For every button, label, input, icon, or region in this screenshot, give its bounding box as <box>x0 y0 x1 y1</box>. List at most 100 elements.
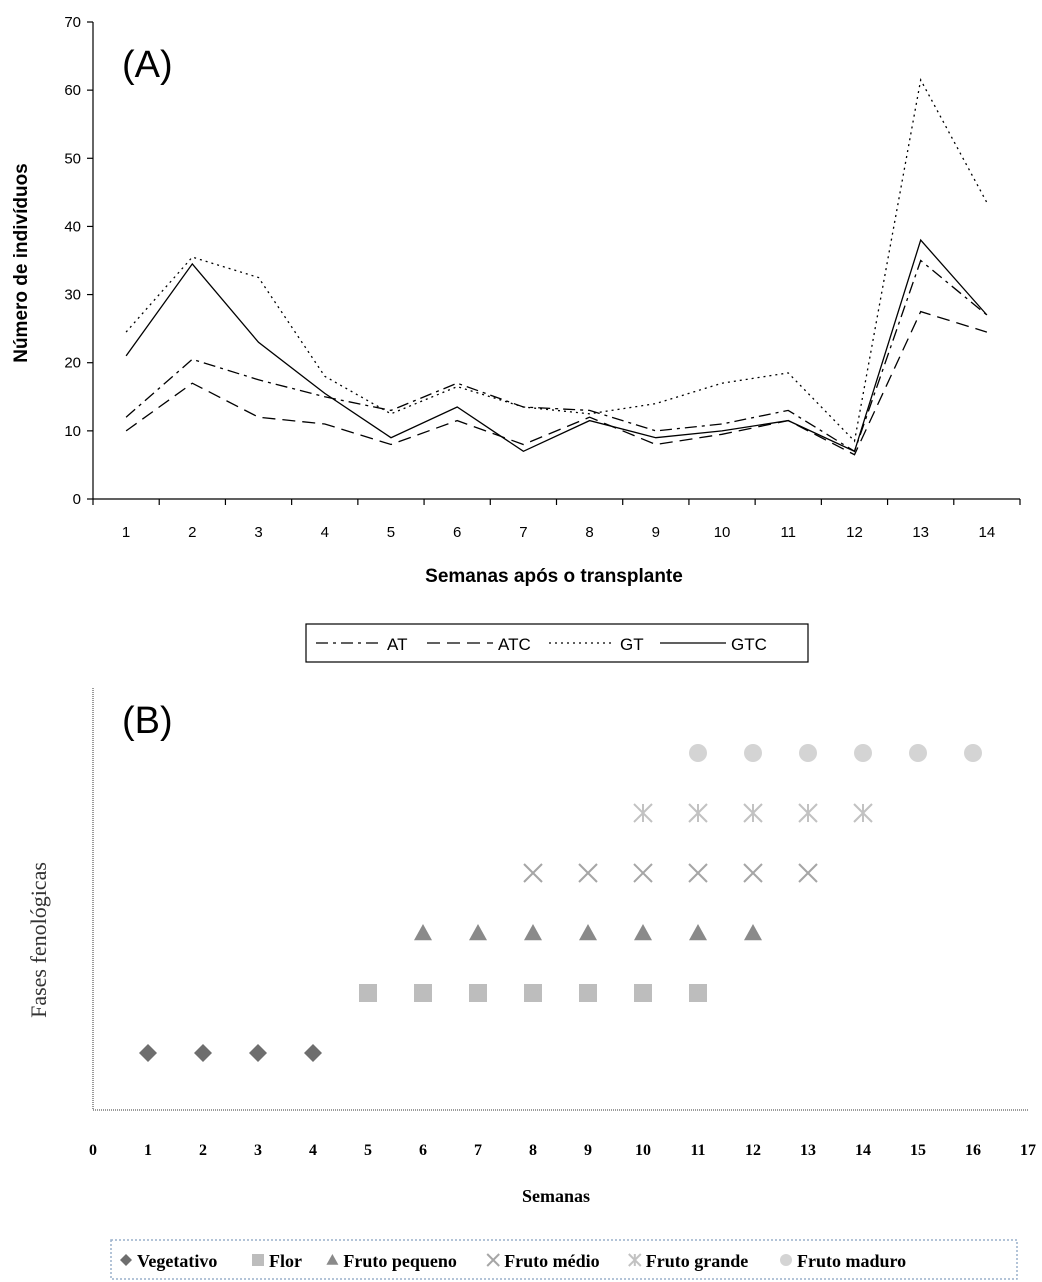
x-tick-label: 12 <box>745 1142 761 1159</box>
x-tick-label: 12 <box>846 524 863 541</box>
legend-label-at: AT <box>387 635 407 654</box>
x-tick-label: 6 <box>419 1142 427 1159</box>
marker-x-stroke <box>688 863 708 883</box>
marker-square <box>414 984 432 1002</box>
x-tick-label: 1 <box>144 1142 152 1159</box>
x-tick-label: 0 <box>89 1142 97 1159</box>
marker-x-stroke <box>633 863 653 883</box>
marker-circle <box>744 744 762 762</box>
legend-label-5: Fruto maduro <box>797 1251 906 1271</box>
x-tick-label: 8 <box>585 524 593 541</box>
x-tick-label: 5 <box>364 1142 372 1159</box>
y-tick-label: 20 <box>64 355 81 372</box>
chart-b-x-axis-label: Semanas <box>522 1186 590 1206</box>
y-tick-label: 0 <box>73 491 81 508</box>
marker-x <box>486 1253 500 1267</box>
marker-star <box>628 1253 642 1267</box>
y-tick-label: 50 <box>64 150 81 167</box>
x-tick-label: 2 <box>188 524 196 541</box>
x-tick-label: 13 <box>912 524 929 541</box>
marker-circle <box>964 744 982 762</box>
legend-label-2: Fruto pequeno <box>343 1251 457 1271</box>
marker-diamond <box>249 1044 267 1062</box>
marker-x-stroke <box>486 1253 500 1267</box>
marker-square <box>469 984 487 1002</box>
marker-square <box>689 984 707 1002</box>
marker-star <box>688 803 708 823</box>
marker-star <box>853 803 873 823</box>
legend-label-1: Flor <box>269 1251 302 1271</box>
series-line-atc <box>125 310 988 456</box>
x-tick-label: 4 <box>309 1142 317 1159</box>
marker-star <box>798 803 818 823</box>
y-tick-label: 40 <box>64 218 81 235</box>
marker-x <box>523 863 543 883</box>
marker-x <box>578 863 598 883</box>
marker-star <box>633 803 653 823</box>
series-line-gt <box>125 77 988 443</box>
marker-triangle <box>524 924 542 941</box>
chart-a-x-axis-label: Semanas após o transplante <box>425 566 683 587</box>
marker-triangle <box>634 924 652 941</box>
y-tick-label: 60 <box>64 82 81 99</box>
marker-star <box>743 803 763 823</box>
marker-circle <box>780 1254 792 1266</box>
marker-triangle <box>689 924 707 941</box>
marker-diamond <box>120 1254 132 1266</box>
y-tick-label: 10 <box>64 423 81 440</box>
legend-label-gt: GT <box>620 635 644 654</box>
x-tick-label: 7 <box>519 524 527 541</box>
chart-b-series <box>139 744 982 1062</box>
chart-a-panel-label: (A) <box>122 44 173 86</box>
x-tick-label: 3 <box>254 524 262 541</box>
x-tick-label: 13 <box>800 1142 816 1159</box>
x-tick-label: 9 <box>584 1142 592 1159</box>
marker-x-stroke <box>743 863 763 883</box>
legend-label-4: Fruto grande <box>646 1251 749 1271</box>
x-tick-label: 9 <box>652 524 660 541</box>
chart-b-x-ticks: 0 1 2 3 4 5 6 7 8 9 10 11 12 13 14 15 16 17 <box>89 1142 1036 1159</box>
chart-b-y-axis-label: Fases fenológicas <box>26 862 51 1018</box>
marker-circle <box>799 744 817 762</box>
x-tick-label: 10 <box>714 524 731 541</box>
legend-label-3: Fruto médio <box>504 1251 599 1271</box>
chart-a: (A) Número de indivíduos Semanas após o … <box>11 14 1021 663</box>
x-tick-label: 5 <box>387 524 395 541</box>
marker-triangle <box>414 924 432 941</box>
legend-label-atc: ATC <box>498 635 531 654</box>
x-tick-label: 16 <box>965 1142 981 1159</box>
marker-x <box>743 863 763 883</box>
marker-x <box>798 863 818 883</box>
chart-b-legend: Vegetativo Flor Fruto pequeno Fruto médio Fr… <box>110 1239 1018 1280</box>
chart-a-series <box>125 77 988 456</box>
marker-circle <box>854 744 872 762</box>
x-tick-label: 15 <box>910 1142 926 1159</box>
marker-circle <box>689 744 707 762</box>
x-tick-label: 10 <box>635 1142 651 1159</box>
chart-a-legend: AT ATC GT GTC <box>305 623 809 663</box>
marker-triangle <box>326 1254 339 1265</box>
marker-triangle <box>744 924 762 941</box>
marker-square <box>579 984 597 1002</box>
marker-diamond <box>194 1044 212 1062</box>
series-line-gtc <box>125 238 988 453</box>
chart-a-y-ticks: 0 10 20 30 40 50 60 70 <box>64 14 93 508</box>
chart-b-panel-label: (B) <box>122 700 173 742</box>
x-tick-label: 14 <box>855 1142 871 1159</box>
x-tick-label: 6 <box>453 524 461 541</box>
marker-square <box>252 1254 264 1266</box>
x-tick-label: 7 <box>474 1142 482 1159</box>
chart-a-x-ticks: 1 2 3 4 5 6 7 8 9 10 11 12 13 14 <box>92 499 1021 541</box>
y-tick-label: 30 <box>64 287 81 304</box>
marker-square <box>524 984 542 1002</box>
x-tick-label: 3 <box>254 1142 262 1159</box>
x-tick-label: 11 <box>780 524 796 541</box>
x-tick-label: 4 <box>321 524 329 541</box>
marker-square <box>634 984 652 1002</box>
chart-a-y-axis-label: Número de indivíduos <box>11 163 32 363</box>
y-tick-label: 70 <box>64 14 81 31</box>
legend-label-0: Vegetativo <box>137 1251 217 1271</box>
x-tick-label: 8 <box>529 1142 537 1159</box>
